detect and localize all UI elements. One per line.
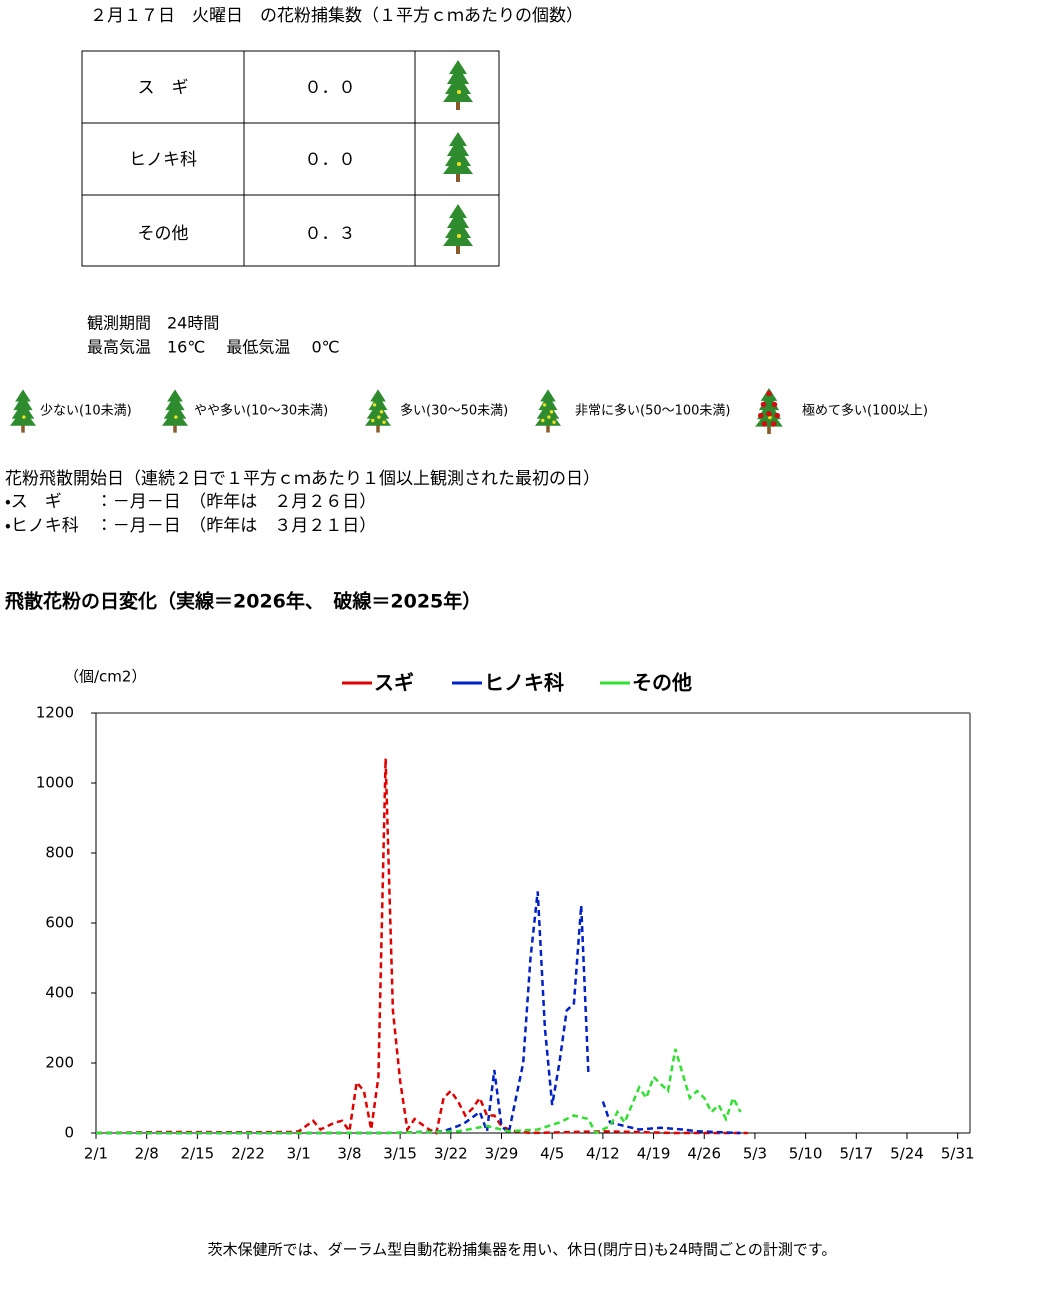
x-tick-label: 5/10 bbox=[789, 1145, 823, 1163]
section-title: 飛散花粉の日変化（実線＝2026年、 破線＝2025年） bbox=[5, 590, 481, 613]
level-legend: 少ない(10未満) やや多い(10～30未満) 多い(30～50未満) 非常に多… bbox=[10, 388, 928, 434]
series-line bbox=[96, 891, 741, 1136]
count-table: ス ギ ０．０ ヒノキ科 ０．０ その他 ０．３ bbox=[81, 50, 500, 267]
tree-icon bbox=[535, 389, 561, 432]
footer-note: 茨木保健所では、ダーラム型自動花粉捕集器を用い、休日(閉庁日)も24時間ごとの計… bbox=[208, 1241, 837, 1259]
x-tick-label: 4/5 bbox=[540, 1145, 564, 1163]
tree-icon bbox=[10, 389, 36, 433]
tree-icon bbox=[162, 389, 188, 433]
table-cell: ヒノキ科 bbox=[129, 150, 197, 170]
x-tick-label: 3/22 bbox=[434, 1145, 468, 1163]
observation-line: 最高気温 16℃ 最低気温 0℃ bbox=[87, 338, 340, 357]
y-tick-label: 400 bbox=[45, 984, 74, 1002]
x-tick-label: 5/3 bbox=[743, 1145, 767, 1163]
tree-icon bbox=[755, 388, 783, 434]
table-cell: ０．３ bbox=[305, 224, 356, 244]
level-label: やや多い(10～30未満) bbox=[194, 404, 328, 419]
observation-line: 観測期間 24時間 bbox=[87, 314, 219, 333]
x-tick-label: 3/8 bbox=[337, 1145, 361, 1163]
y-tick-label: 200 bbox=[45, 1054, 74, 1072]
x-tick-label: 4/19 bbox=[637, 1145, 671, 1163]
series-line bbox=[96, 1048, 742, 1135]
start-heading: 花粉飛散開始日（連続２日で１平方ｃｍあたり１個以上観測された最初の日） bbox=[5, 469, 600, 489]
y-tick-label: 1200 bbox=[36, 704, 74, 722]
series-line bbox=[95, 758, 748, 1135]
x-tick-label: 2/22 bbox=[231, 1145, 265, 1163]
x-tick-label: 3/29 bbox=[485, 1145, 519, 1163]
chart: （個/cm2） 0 200 400 600 800 1000 1200 2/1 2/8 2/15 2… bbox=[36, 668, 975, 1163]
x-tick-label: 5/17 bbox=[839, 1145, 873, 1163]
y-tick-label: 1000 bbox=[36, 774, 74, 792]
table-cell: ０．０ bbox=[305, 150, 356, 170]
start-line: ・ス ギ ：－月－日 （昨年は ２月２６日） bbox=[5, 492, 376, 512]
tree-icon bbox=[443, 132, 473, 182]
x-tick-label: 2/8 bbox=[135, 1145, 159, 1163]
level-label: 非常に多い(50～100未満) bbox=[575, 404, 731, 419]
x-tick-label: 2/15 bbox=[181, 1145, 215, 1163]
tree-icon bbox=[365, 389, 391, 432]
x-tick-label: 2/1 bbox=[84, 1145, 108, 1163]
table-cell: その他 bbox=[138, 224, 189, 244]
y-axis-label: （個/cm2） bbox=[64, 668, 146, 686]
x-tick-label: 5/24 bbox=[890, 1145, 924, 1163]
level-label: 多い(30～50未満) bbox=[400, 404, 508, 419]
legend-label: ヒノキ科 bbox=[484, 671, 564, 695]
x-tick-label: 4/12 bbox=[586, 1145, 620, 1163]
start-line: ・ヒノキ科 ：－月－日 （昨年は ３月２１日） bbox=[5, 516, 376, 536]
page-title: ２月１７日 火曜日 の花粉捕集数（１平方ｃｍあたりの個数） bbox=[90, 6, 583, 26]
y-tick-label: 800 bbox=[45, 844, 74, 862]
legend-label: スギ bbox=[374, 671, 414, 695]
table-cell: ０．０ bbox=[305, 78, 356, 98]
x-tick-label: 5/31 bbox=[941, 1145, 975, 1163]
tree-icon bbox=[443, 204, 473, 254]
y-tick-label: 0 bbox=[64, 1124, 74, 1142]
table-border bbox=[81, 50, 500, 267]
y-tick-label: 600 bbox=[45, 914, 74, 932]
table-cell: ス ギ bbox=[138, 78, 189, 98]
tree-icon bbox=[443, 60, 473, 110]
level-label: 極めて多い(100以上) bbox=[802, 404, 928, 419]
x-tick-label: 3/1 bbox=[287, 1145, 311, 1163]
x-tick-label: 3/15 bbox=[383, 1145, 417, 1163]
x-tick-label: 4/26 bbox=[687, 1145, 721, 1163]
legend-label: その他 bbox=[632, 671, 692, 695]
level-label: 少ない(10未満) bbox=[40, 404, 132, 419]
